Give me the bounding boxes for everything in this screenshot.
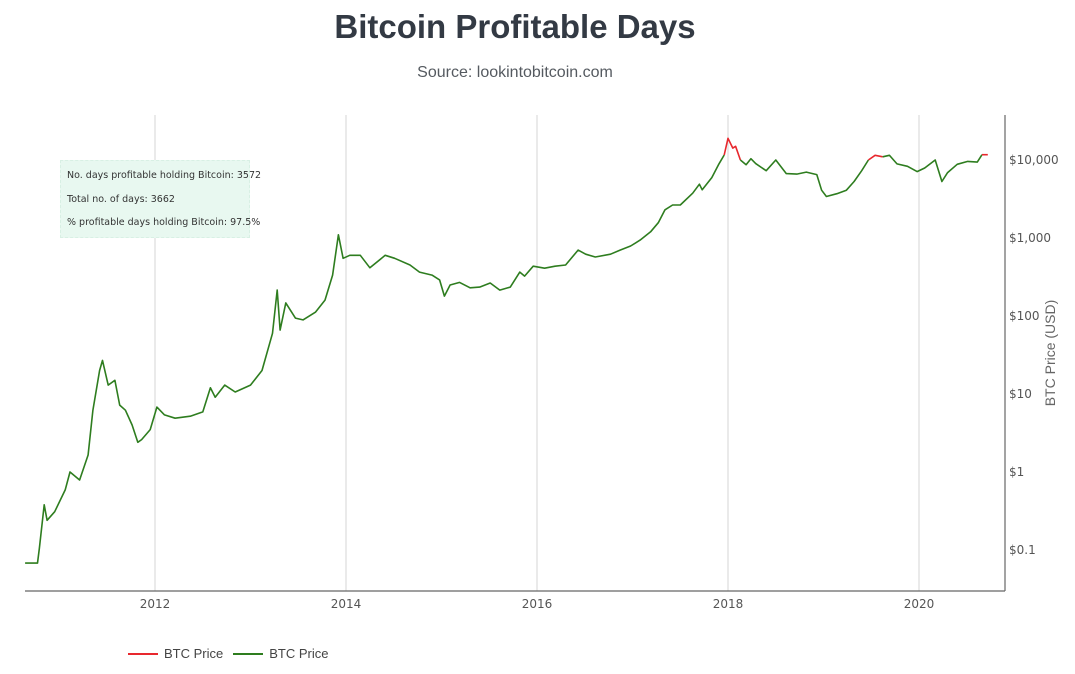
grid-lines bbox=[154, 115, 920, 591]
legend-label: BTC Price bbox=[164, 646, 224, 661]
total-days-text: Total no. of days: 3662 bbox=[67, 193, 175, 205]
y-tick-label: $100 bbox=[1009, 309, 1040, 323]
series-line-profitable bbox=[739, 157, 870, 198]
y-tick-labels: $0.1 $1 $10 $100 $1,000 $10,000 bbox=[1009, 153, 1059, 557]
chart-title: Bitcoin Profitable Days bbox=[334, 8, 696, 45]
y-tick-label: $10 bbox=[1009, 387, 1032, 401]
x-tick-label: 2018 bbox=[713, 597, 744, 611]
y-tick-label: $10,000 bbox=[1009, 153, 1059, 167]
legend-swatch-red bbox=[128, 652, 158, 655]
legend-swatch-green bbox=[233, 652, 264, 655]
profitable-days-text: No. days profitable holding Bitcoin: 357… bbox=[67, 170, 262, 181]
x-tick-label: 2012 bbox=[140, 597, 171, 611]
x-tick-label: 2016 bbox=[522, 597, 553, 611]
legend-item-unprofitable[interactable]: BTC Price bbox=[128, 646, 223, 661]
x-tick-label: 2020 bbox=[904, 597, 935, 611]
series-line-profitable bbox=[882, 154, 983, 183]
percent-profitable-text: % profitable days holding Bitcoin: 97.5% bbox=[67, 217, 261, 228]
y-tick-label: $1 bbox=[1009, 465, 1024, 479]
y-tick-label: $0.1 bbox=[1009, 543, 1036, 557]
chart-subtitle: Source: lookintobitcoin.com bbox=[417, 64, 613, 81]
legend: BTC Price BTC Price bbox=[128, 646, 338, 661]
y-tick-label: $1,000 bbox=[1009, 231, 1051, 245]
legend-label: BTC Price bbox=[269, 646, 329, 661]
series-line-unprofitable bbox=[867, 154, 883, 161]
legend-item-profitable[interactable]: BTC Price bbox=[233, 646, 328, 661]
x-tick-label: 2014 bbox=[331, 597, 362, 611]
profitability-annotation: No. days profitable holding Bitcoin: 357… bbox=[60, 160, 262, 238]
y-axis-title: BTC Price (USD) bbox=[1042, 300, 1058, 407]
x-tick-labels: 2012 2014 2016 2018 2020 bbox=[140, 597, 935, 611]
series-line-unprofitable bbox=[723, 137, 742, 161]
series-line-profitable bbox=[25, 154, 725, 564]
price-series bbox=[25, 137, 988, 564]
